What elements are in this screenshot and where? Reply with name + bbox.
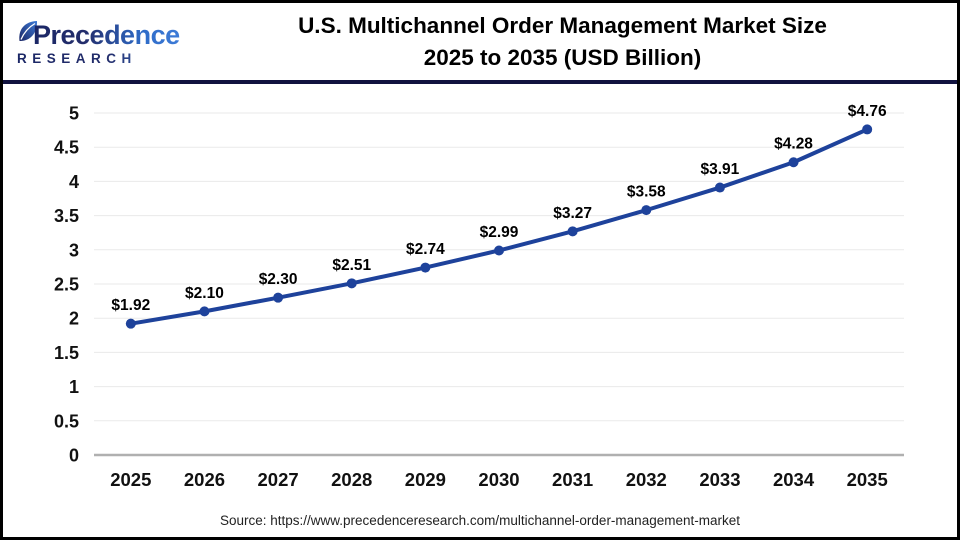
data-point-label: $2.51 (332, 257, 371, 274)
data-point-label: $4.76 (848, 103, 887, 120)
data-point-label: $2.74 (406, 241, 445, 258)
y-tick-label: 2 (69, 309, 79, 329)
data-point-label: $2.99 (480, 224, 519, 241)
data-point-label: $4.28 (774, 136, 813, 153)
x-tick-label: 2034 (773, 469, 815, 490)
x-tick-label: 2032 (626, 469, 667, 490)
logo-row: Precedence (17, 19, 182, 50)
y-tick-label: 1 (69, 377, 79, 397)
data-point-label: $3.91 (701, 161, 740, 178)
chart-title-line-2: 2025 to 2035 (USD Billion) (423, 44, 702, 70)
data-point (273, 292, 284, 303)
x-tick-label: 2031 (552, 469, 593, 490)
chart-title-line-1: U.S. Multichannel Order Management Marke… (298, 12, 827, 38)
x-tick-label: 2033 (699, 469, 740, 490)
data-point (420, 262, 431, 273)
data-point (788, 157, 799, 168)
y-tick-label: 0 (69, 446, 79, 466)
header-divider (3, 80, 957, 84)
data-point-label: $2.10 (185, 285, 224, 302)
chart-title: U.S. Multichannel Order Management Marke… (182, 10, 943, 74)
data-point (714, 182, 725, 193)
data-point (125, 318, 136, 329)
data-point (567, 226, 578, 237)
source-attribution: Source: https://www.precedenceresearch.c… (220, 513, 740, 528)
logo-wordmark: Precedence (33, 19, 180, 50)
x-tick-label: 2028 (331, 469, 372, 490)
data-point (199, 306, 210, 317)
brand-logo: Precedence RESEARCH (17, 18, 182, 66)
leaf-icon (19, 20, 38, 41)
line-chart: 0 0.5 1 1.5 2 2.5 3 3.5 4 4.5 5 2025 2026 2027 2028 202… (54, 103, 904, 490)
data-point (641, 205, 652, 216)
y-tick-label: 1.5 (54, 343, 79, 363)
logo-subtitle: RESEARCH (17, 52, 182, 66)
y-tick-label: 4.5 (54, 138, 79, 158)
y-tick-label: 2.5 (54, 275, 79, 295)
y-tick-label: 4 (69, 172, 79, 192)
x-tick-label: 2029 (405, 469, 446, 490)
data-point-label: $3.58 (627, 184, 666, 201)
data-point (346, 278, 357, 289)
data-point-label: $3.27 (553, 205, 592, 222)
data-point-label: $1.92 (111, 297, 150, 314)
x-tick-label: 2027 (258, 469, 299, 490)
data-point (862, 124, 873, 135)
y-tick-label: 3 (69, 240, 79, 260)
y-tick-label: 5 (69, 104, 79, 124)
x-tick-label: 2030 (478, 469, 519, 490)
x-tick-label: 2035 (847, 469, 888, 490)
x-tick-label: 2025 (110, 469, 151, 490)
data-point (494, 245, 504, 256)
x-tick-label: 2026 (184, 469, 225, 490)
y-tick-label: 3.5 (54, 206, 79, 226)
data-point-label: $2.30 (259, 271, 298, 288)
y-tick-label: 0.5 (54, 411, 79, 431)
chart-area: 0 0.5 1 1.5 2 2.5 3 3.5 4 4.5 5 2025 2026 2027 2028 202… (3, 84, 957, 537)
header: Precedence RESEARCH U.S. Multichannel Or… (3, 3, 957, 80)
